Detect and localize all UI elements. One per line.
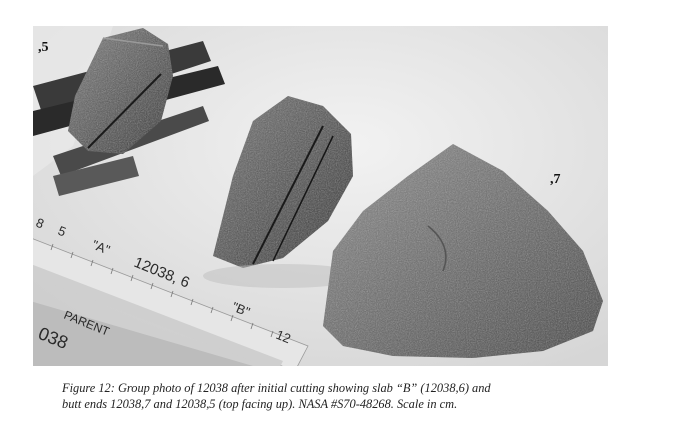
rock-sample-5: [68, 28, 173, 154]
ruler-mark-12: 12: [274, 327, 293, 346]
rock-slab-b: [203, 96, 363, 288]
sample-label-5: ,5: [38, 40, 49, 55]
figure-caption: Figure 12: Group photo of 12038 after in…: [62, 380, 602, 412]
ruler-mark-b: "B": [230, 299, 253, 320]
scale-ruler: [33, 238, 309, 366]
figure-photo: 8 5 "A" 12038, 6 "B" 12 PARENT 038: [33, 26, 608, 366]
ruler-mark-a: "A": [90, 237, 113, 258]
sample-label-7: ,7: [550, 172, 561, 187]
rock-sample-7: [323, 144, 603, 358]
caption-line-2: butt ends 12038,7 and 12038,5 (top facin…: [62, 397, 458, 411]
caption-line-1: Figure 12: Group photo of 12038 after in…: [62, 381, 491, 395]
